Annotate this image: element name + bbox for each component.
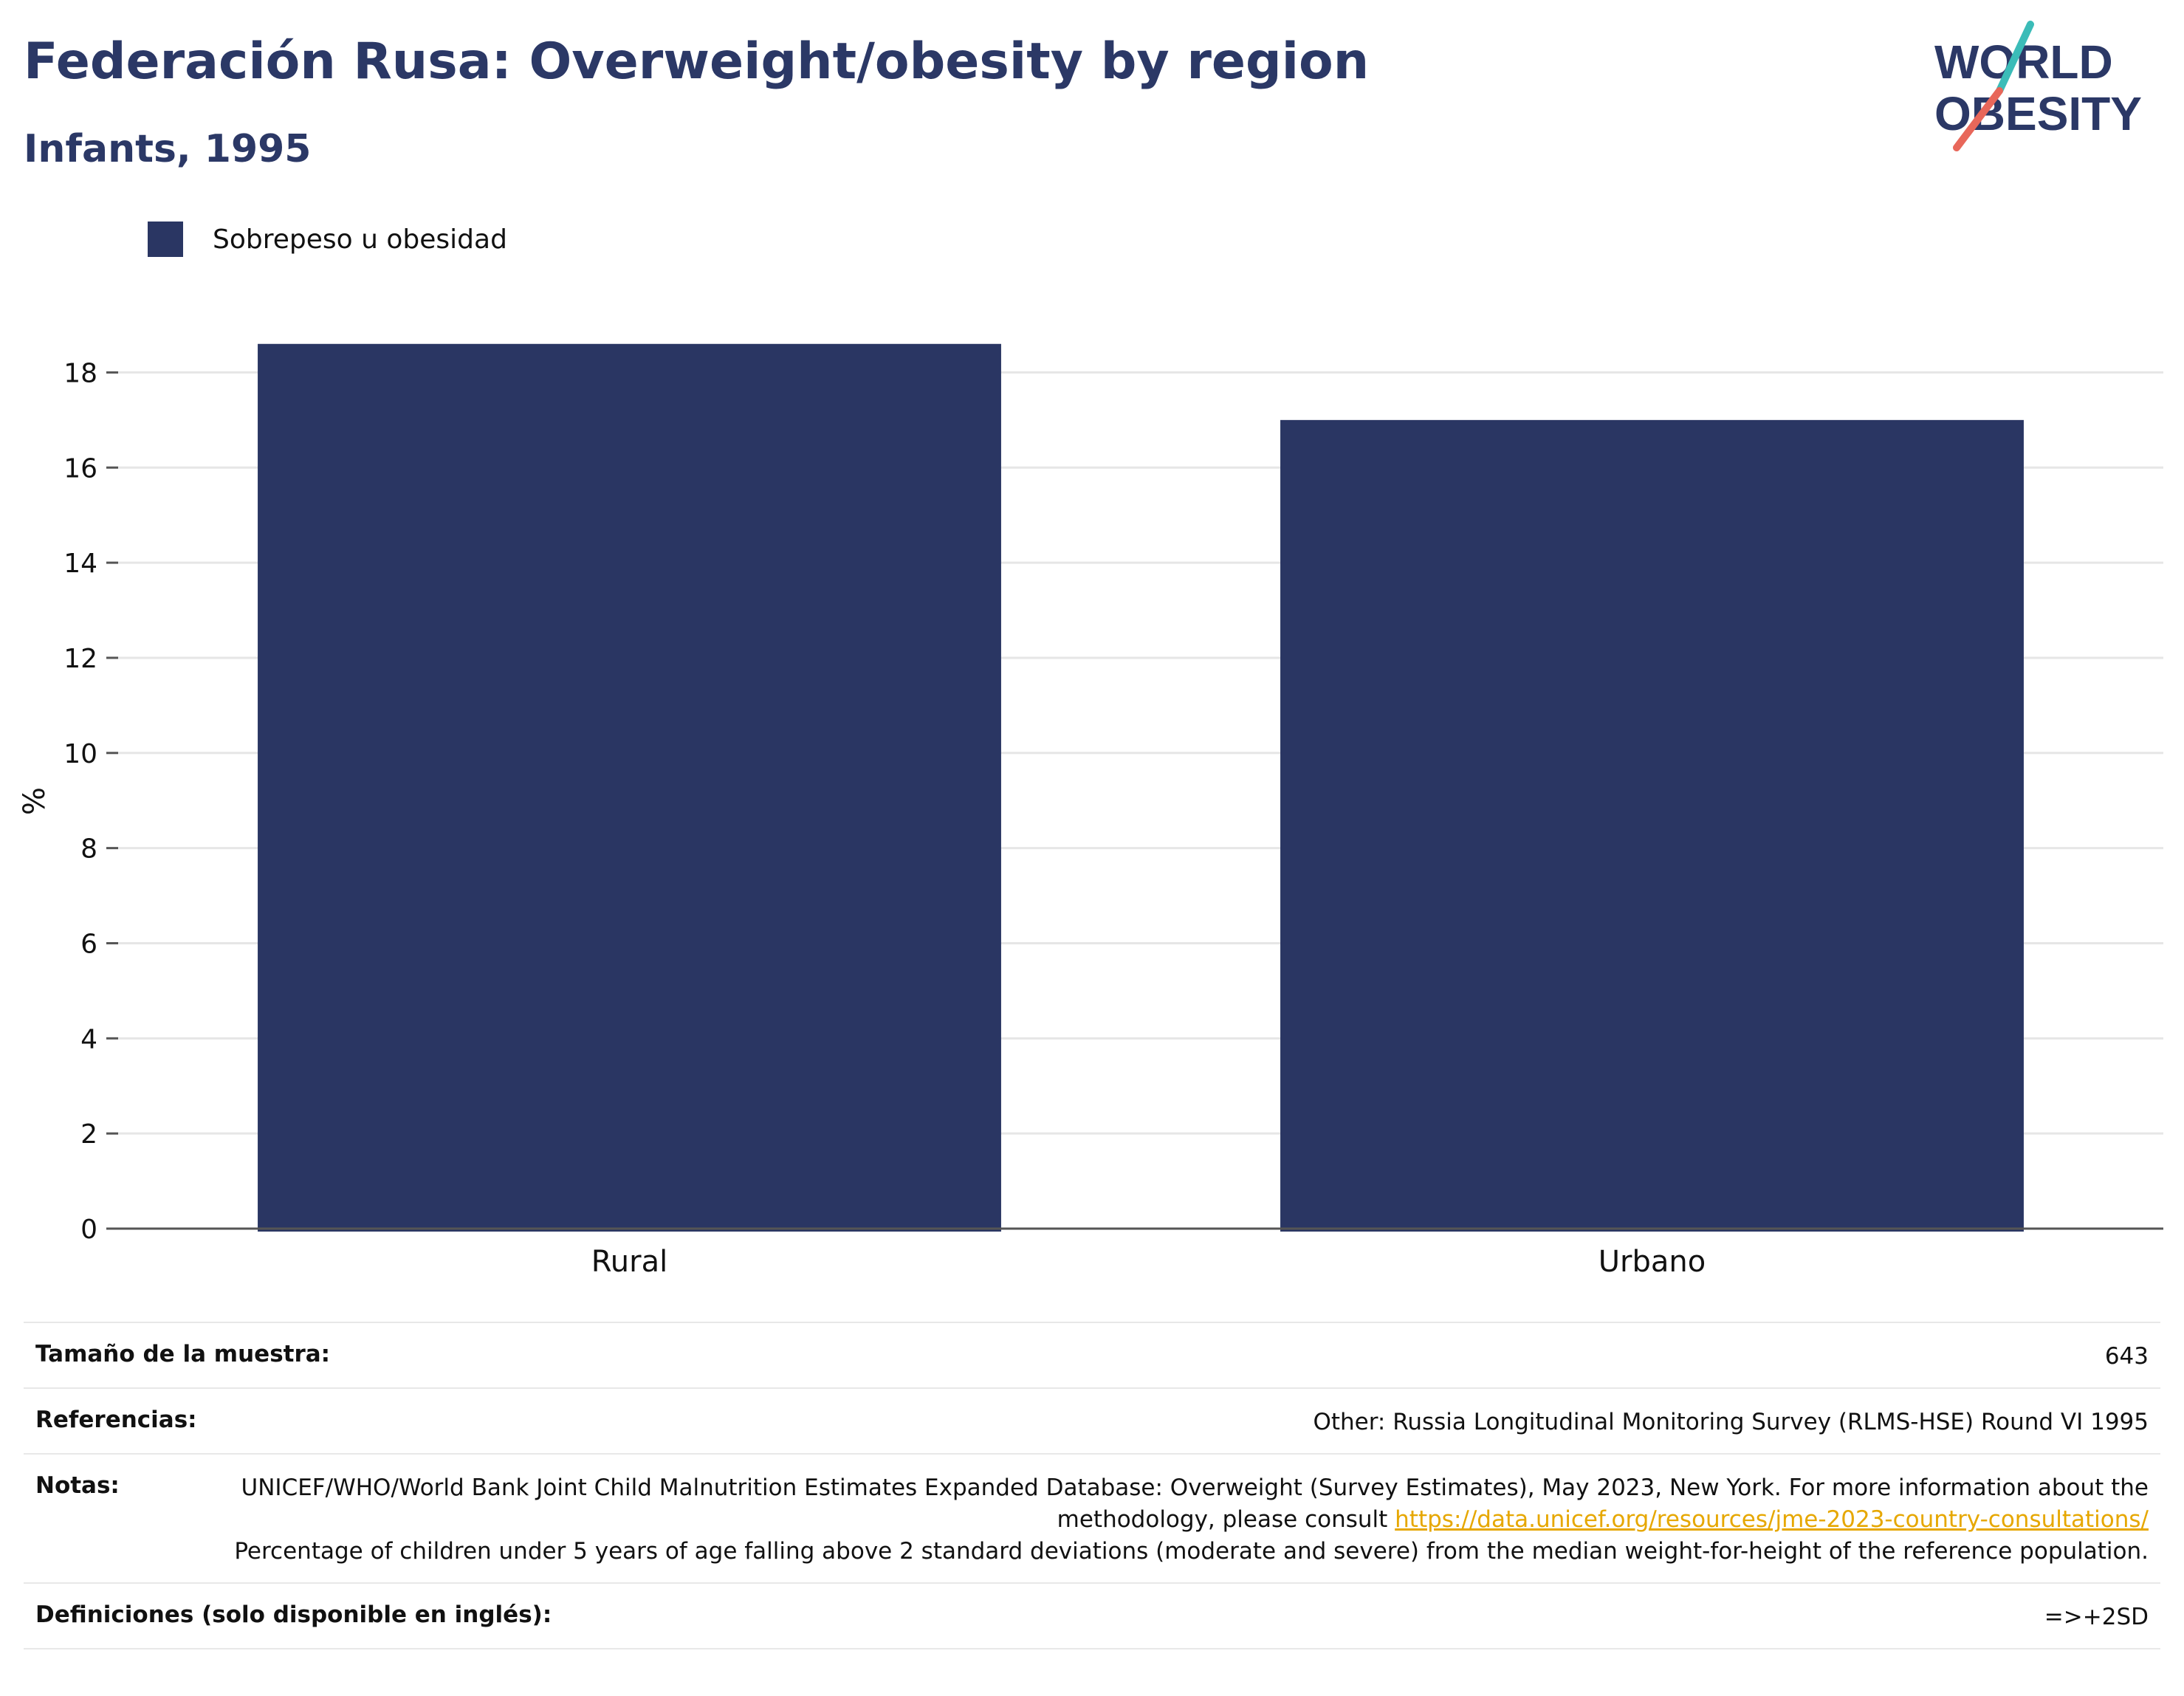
references-value: Other: Russia Longitudinal Monitoring Su… xyxy=(1313,1409,2149,1435)
sample-size-value: 643 xyxy=(2104,1343,2149,1370)
definitions-value: =>+2SD xyxy=(2044,1604,2149,1630)
y-tick-label: 0 xyxy=(80,1215,97,1245)
y-tick-label: 4 xyxy=(80,1024,97,1054)
y-tick-label: 14 xyxy=(63,549,97,579)
sample-size-row: Tamaño de la muestra: 643 xyxy=(24,1322,2160,1387)
bar-rural xyxy=(258,343,1001,1232)
y-tick-label: 6 xyxy=(80,929,97,959)
methodology-link[interactable]: https://data.unicef.org/resources/jme-20… xyxy=(1395,1506,2149,1533)
notes-label: Notas: xyxy=(35,1472,120,1499)
y-tick-label: 2 xyxy=(80,1119,97,1150)
y-tick-label: 8 xyxy=(80,834,97,865)
sample-size-label: Tamaño de la muestra: xyxy=(35,1341,331,1367)
references-row: Referencias: Other: Russia Longitudinal … xyxy=(24,1387,2160,1453)
chart-title: Federación Rusa: Overweight/obesity by r… xyxy=(24,32,1370,91)
definitions-row: Definiciones (solo disponible en inglés)… xyxy=(24,1582,2160,1649)
y-axis-label: % xyxy=(18,787,52,815)
y-tick-labels: 0 2 4 6 8 10 12 14 16 18 xyxy=(63,358,118,1245)
references-label: Referencias: xyxy=(35,1407,197,1433)
definitions-label: Definiciones (solo disponible en inglés)… xyxy=(35,1601,552,1628)
chart-subtitle: Infants, 1995 xyxy=(24,127,312,171)
x-tick-label: Rural xyxy=(591,1245,667,1279)
notes-text-1: UNICEF/WHO/World Bank Joint Child Malnut… xyxy=(241,1474,2149,1533)
y-tick-label: 10 xyxy=(63,739,97,769)
notes-row: Notas: UNICEF/WHO/World Bank Joint Child… xyxy=(24,1453,2160,1582)
notes-text-2: Percentage of children under 5 years of … xyxy=(234,1538,2149,1565)
bar-urbano xyxy=(1280,419,2024,1232)
x-tick-labels: Rural Urbano xyxy=(591,1245,1706,1279)
y-tick-label: 16 xyxy=(63,453,97,484)
metadata-table: Tamaño de la muestra: 643 Referencias: O… xyxy=(24,1322,2160,1649)
legend-swatch xyxy=(148,222,183,257)
notes-value: UNICEF/WHO/World Bank Joint Child Malnut… xyxy=(164,1472,2149,1568)
bar-chart: 0 2 4 6 8 10 12 14 16 18 Rural Urbano % xyxy=(18,343,2163,1279)
x-tick-label: Urbano xyxy=(1598,1245,1706,1279)
y-tick-label: 18 xyxy=(63,358,97,388)
bars xyxy=(258,343,2024,1232)
world-obesity-logo: WORLD OBESITY xyxy=(1934,21,2142,151)
legend: Sobrepeso u obesidad xyxy=(148,220,507,258)
legend-label: Sobrepeso u obesidad xyxy=(213,224,507,255)
y-tick-label: 12 xyxy=(63,644,97,674)
